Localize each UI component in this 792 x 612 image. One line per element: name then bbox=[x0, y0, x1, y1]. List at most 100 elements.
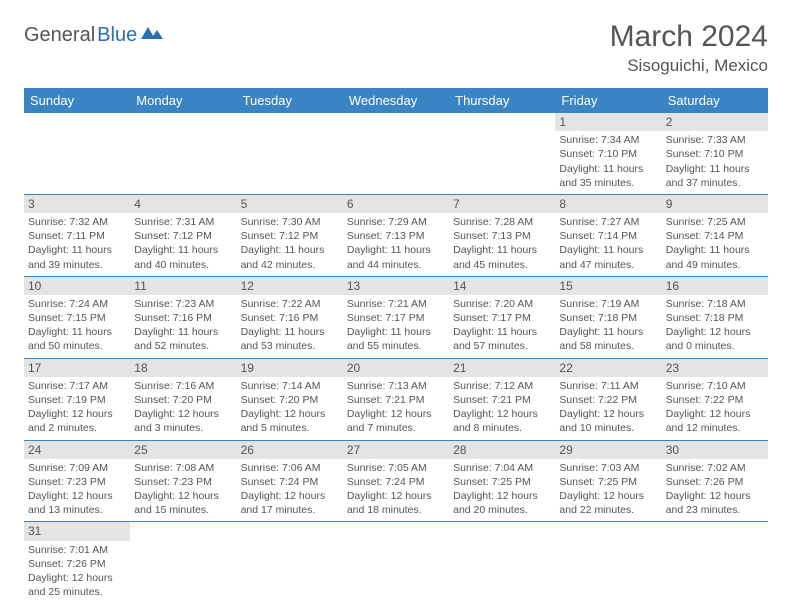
day-line: Sunset: 7:21 PM bbox=[347, 393, 445, 407]
day-number: 23 bbox=[662, 359, 768, 377]
day-content: Sunrise: 7:10 AMSunset: 7:22 PMDaylight:… bbox=[666, 379, 764, 436]
day-line: Sunrise: 7:32 AM bbox=[28, 215, 126, 229]
day-line: Sunset: 7:18 PM bbox=[559, 311, 657, 325]
day-content: Sunrise: 7:27 AMSunset: 7:14 PMDaylight:… bbox=[559, 215, 657, 272]
calendar-cell bbox=[237, 113, 343, 194]
calendar-cell: 2Sunrise: 7:33 AMSunset: 7:10 PMDaylight… bbox=[662, 113, 768, 194]
calendar-table: SundayMondayTuesdayWednesdayThursdayFrid… bbox=[24, 88, 768, 603]
day-line: Daylight: 12 hours bbox=[559, 407, 657, 421]
calendar-cell: 23 Sunrise: 7:10 AMSunset: 7:22 PMDayligh… bbox=[662, 358, 768, 440]
day-line: and 2 minutes. bbox=[28, 421, 126, 435]
day-content: Sunrise: 7:01 AMSunset: 7:26 PMDaylight:… bbox=[28, 543, 126, 600]
calendar-cell bbox=[555, 522, 661, 603]
day-line: Daylight: 12 hours bbox=[453, 407, 551, 421]
calendar-cell: 16Sunrise: 7:18 AMSunset: 7:18 PMDayligh… bbox=[662, 276, 768, 358]
day-content: Sunrise: 7:31 AMSunset: 7:12 PMDaylight:… bbox=[134, 215, 232, 272]
day-content: Sunrise: 7:34 AMSunset: 7:10 PMDaylight:… bbox=[559, 133, 657, 190]
day-line: Sunset: 7:14 PM bbox=[559, 229, 657, 243]
day-line: Sunrise: 7:09 AM bbox=[28, 461, 126, 475]
calendar-week: 1Sunrise: 7:34 AMSunset: 7:10 PMDaylight… bbox=[24, 113, 768, 194]
calendar-cell bbox=[449, 113, 555, 194]
day-line: Sunrise: 7:17 AM bbox=[28, 379, 126, 393]
day-header: Thursday bbox=[449, 88, 555, 113]
day-line: and 53 minutes. bbox=[241, 339, 339, 353]
day-number: 27 bbox=[343, 441, 449, 459]
calendar-cell: 29Sunrise: 7:03 AMSunset: 7:25 PMDayligh… bbox=[555, 440, 661, 522]
header: General Blue March 2024 Sisoguichi, Mexi… bbox=[24, 20, 768, 76]
day-line: and 3 minutes. bbox=[134, 421, 232, 435]
day-content: Sunrise: 7:24 AMSunset: 7:15 PMDaylight:… bbox=[28, 297, 126, 354]
calendar-cell: 12Sunrise: 7:22 AMSunset: 7:16 PMDayligh… bbox=[237, 276, 343, 358]
day-line: Sunrise: 7:02 AM bbox=[666, 461, 764, 475]
day-line: Sunrise: 7:03 AM bbox=[559, 461, 657, 475]
calendar-cell: 31Sunrise: 7:01 AMSunset: 7:26 PMDayligh… bbox=[24, 522, 130, 603]
day-line: Daylight: 11 hours bbox=[134, 243, 232, 257]
calendar-cell: 19Sunrise: 7:14 AMSunset: 7:20 PMDayligh… bbox=[237, 358, 343, 440]
day-line: Sunrise: 7:24 AM bbox=[28, 297, 126, 311]
day-line: Sunset: 7:20 PM bbox=[134, 393, 232, 407]
day-line: Sunrise: 7:27 AM bbox=[559, 215, 657, 229]
day-number: 4 bbox=[130, 195, 236, 213]
day-header: Tuesday bbox=[237, 88, 343, 113]
day-content: Sunrise: 7:30 AMSunset: 7:12 PMDaylight:… bbox=[241, 215, 339, 272]
day-content: Sunrise: 7:06 AMSunset: 7:24 PMDaylight:… bbox=[241, 461, 339, 518]
day-line: Sunset: 7:14 PM bbox=[666, 229, 764, 243]
day-header: Saturday bbox=[662, 88, 768, 113]
day-number: 19 bbox=[237, 359, 343, 377]
title-block: March 2024 Sisoguichi, Mexico bbox=[610, 20, 768, 76]
day-content: Sunrise: 7:19 AMSunset: 7:18 PMDaylight:… bbox=[559, 297, 657, 354]
day-line: Sunset: 7:25 PM bbox=[453, 475, 551, 489]
day-line: Sunrise: 7:04 AM bbox=[453, 461, 551, 475]
day-line: Daylight: 11 hours bbox=[134, 325, 232, 339]
day-line: Sunset: 7:12 PM bbox=[134, 229, 232, 243]
day-line: Sunset: 7:11 PM bbox=[28, 229, 126, 243]
calendar-cell: 25Sunrise: 7:08 AMSunset: 7:23 PMDayligh… bbox=[130, 440, 236, 522]
day-content: Sunrise: 7:05 AMSunset: 7:24 PMDaylight:… bbox=[347, 461, 445, 518]
day-line: Sunset: 7:25 PM bbox=[559, 475, 657, 489]
day-header: Monday bbox=[130, 88, 236, 113]
day-line: and 47 minutes. bbox=[559, 258, 657, 272]
day-line: Sunset: 7:24 PM bbox=[347, 475, 445, 489]
day-number: 5 bbox=[237, 195, 343, 213]
day-line: and 13 minutes. bbox=[28, 503, 126, 517]
day-content: Sunrise: 7:32 AMSunset: 7:11 PMDaylight:… bbox=[28, 215, 126, 272]
day-line: Sunrise: 7:23 AM bbox=[134, 297, 232, 311]
logo-text-blue: Blue bbox=[97, 24, 137, 47]
day-line: Sunrise: 7:20 AM bbox=[453, 297, 551, 311]
day-line: Sunset: 7:10 PM bbox=[559, 147, 657, 161]
calendar-cell bbox=[130, 522, 236, 603]
calendar-week: 17Sunrise: 7:17 AMSunset: 7:19 PMDayligh… bbox=[24, 358, 768, 440]
day-line: Sunrise: 7:18 AM bbox=[666, 297, 764, 311]
calendar-cell bbox=[449, 522, 555, 603]
day-line: Daylight: 12 hours bbox=[666, 489, 764, 503]
day-content: Sunrise: 7:09 AMSunset: 7:23 PMDaylight:… bbox=[28, 461, 126, 518]
day-line: Daylight: 11 hours bbox=[453, 325, 551, 339]
day-line: Sunset: 7:26 PM bbox=[28, 557, 126, 571]
calendar-cell: 15Sunrise: 7:19 AMSunset: 7:18 PMDayligh… bbox=[555, 276, 661, 358]
day-header: Wednesday bbox=[343, 88, 449, 113]
day-content: Sunrise: 7:12 AMSunset: 7:21 PMDaylight:… bbox=[453, 379, 551, 436]
day-number: 9 bbox=[662, 195, 768, 213]
day-line: Daylight: 12 hours bbox=[347, 489, 445, 503]
day-line: Daylight: 12 hours bbox=[666, 325, 764, 339]
day-line: Sunrise: 7:29 AM bbox=[347, 215, 445, 229]
day-content: Sunrise: 7:28 AMSunset: 7:13 PMDaylight:… bbox=[453, 215, 551, 272]
day-line: Daylight: 12 hours bbox=[666, 407, 764, 421]
day-number: 3 bbox=[24, 195, 130, 213]
day-line: Daylight: 12 hours bbox=[241, 407, 339, 421]
day-line: Daylight: 11 hours bbox=[28, 325, 126, 339]
day-content: Sunrise: 7:21 AMSunset: 7:17 PMDaylight:… bbox=[347, 297, 445, 354]
day-header: Friday bbox=[555, 88, 661, 113]
day-line: Sunrise: 7:21 AM bbox=[347, 297, 445, 311]
calendar-cell: 17Sunrise: 7:17 AMSunset: 7:19 PMDayligh… bbox=[24, 358, 130, 440]
day-content: Sunrise: 7:16 AMSunset: 7:20 PMDaylight:… bbox=[134, 379, 232, 436]
calendar-cell: 13Sunrise: 7:21 AMSunset: 7:17 PMDayligh… bbox=[343, 276, 449, 358]
day-line: Sunrise: 7:08 AM bbox=[134, 461, 232, 475]
day-line: and 44 minutes. bbox=[347, 258, 445, 272]
day-line: and 18 minutes. bbox=[347, 503, 445, 517]
day-line: Daylight: 11 hours bbox=[347, 243, 445, 257]
calendar-cell: 26Sunrise: 7:06 AMSunset: 7:24 PMDayligh… bbox=[237, 440, 343, 522]
day-line: Sunrise: 7:30 AM bbox=[241, 215, 339, 229]
day-line: Daylight: 12 hours bbox=[347, 407, 445, 421]
day-number: 14 bbox=[449, 277, 555, 295]
